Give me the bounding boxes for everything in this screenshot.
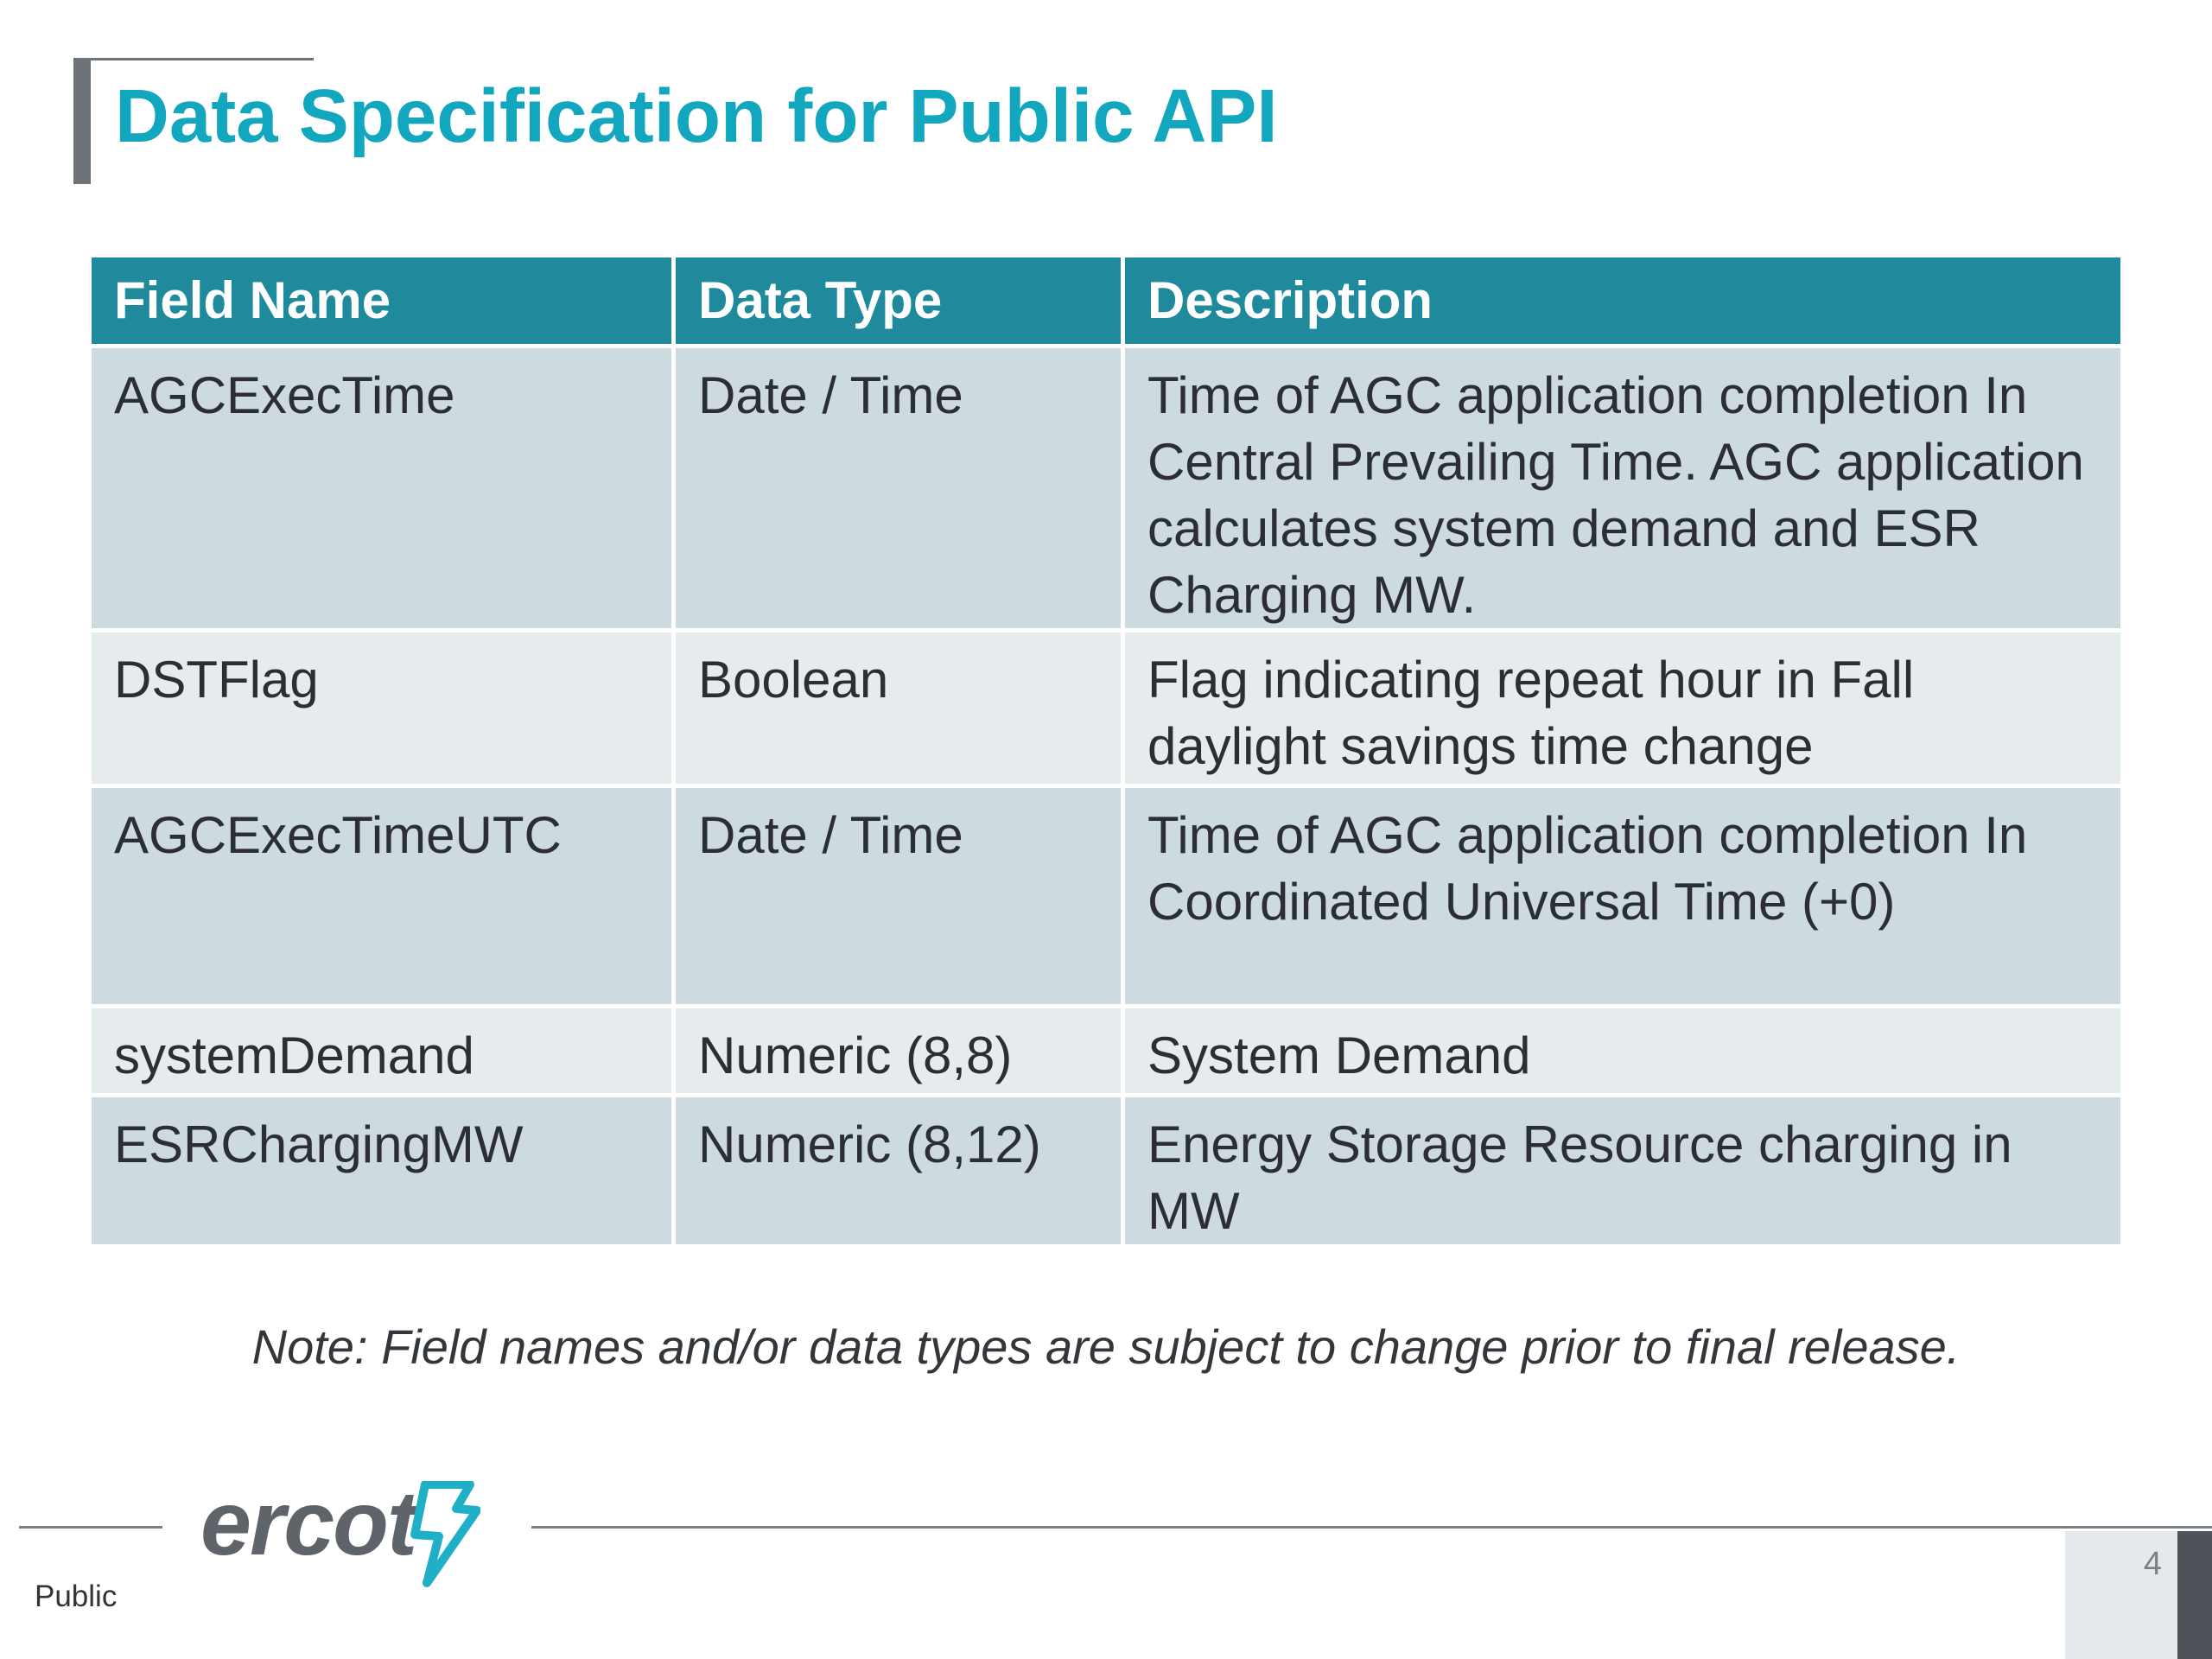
data-type-cell: Boolean (676, 632, 1125, 788)
title-accent-rule (73, 58, 314, 60)
description-cell: Flag indicating repeat hour in Fall dayl… (1125, 632, 2120, 788)
column-header-data-type: Data Type (676, 257, 1125, 348)
table-header-row: Field Name Data Type Description (92, 257, 2120, 348)
page-number: 4 (2143, 1546, 2162, 1582)
description-cell: Time of AGC application completion In Ce… (1125, 348, 2120, 632)
field-name-cell: AGCExecTime (92, 348, 676, 632)
field-name-cell: ESRChargingMW (92, 1097, 676, 1249)
data-spec-table: Field Name Data Type Description AGCExec… (92, 257, 2120, 1249)
title-accent-bar (73, 58, 91, 184)
footer-rule-right (531, 1526, 2212, 1529)
disclaimer-note: Note: Field names and/or data types are … (251, 1319, 1961, 1374)
slide-title: Data Specification for Public API (115, 74, 1278, 158)
column-header-description: Description (1125, 257, 2120, 348)
ercot-logo: ercot (200, 1472, 494, 1587)
footer-rule-left (19, 1526, 162, 1529)
table-row: ESRChargingMW Numeric (8,12) Energy Stor… (92, 1097, 2120, 1249)
description-cell: System Demand (1125, 1008, 2120, 1097)
table-row: AGCExecTimeUTC Date / Time Time of AGC a… (92, 788, 2120, 1008)
field-name-cell: DSTFlag (92, 632, 676, 788)
data-type-cell: Numeric (8,12) (676, 1097, 1125, 1249)
data-type-cell: Date / Time (676, 348, 1125, 632)
logo-wordmark: ercot (200, 1472, 417, 1574)
classification-label: Public (35, 1580, 118, 1613)
data-type-cell: Numeric (8,8) (676, 1008, 1125, 1097)
description-cell: Energy Storage Resource charging in MW (1125, 1097, 2120, 1249)
data-type-cell: Date / Time (676, 788, 1125, 1008)
page-corner-accent (2177, 1531, 2212, 1659)
field-name-cell: AGCExecTimeUTC (92, 788, 676, 1008)
lightning-bolt-icon (410, 1481, 480, 1587)
table-row: systemDemand Numeric (8,8) System Demand (92, 1008, 2120, 1097)
field-name-cell: systemDemand (92, 1008, 676, 1097)
description-cell: Time of AGC application completion In Co… (1125, 788, 2120, 1008)
column-header-field-name: Field Name (92, 257, 676, 348)
table-row: DSTFlag Boolean Flag indicating repeat h… (92, 632, 2120, 788)
page-number-box (2065, 1531, 2177, 1659)
table-row: AGCExecTime Date / Time Time of AGC appl… (92, 348, 2120, 632)
